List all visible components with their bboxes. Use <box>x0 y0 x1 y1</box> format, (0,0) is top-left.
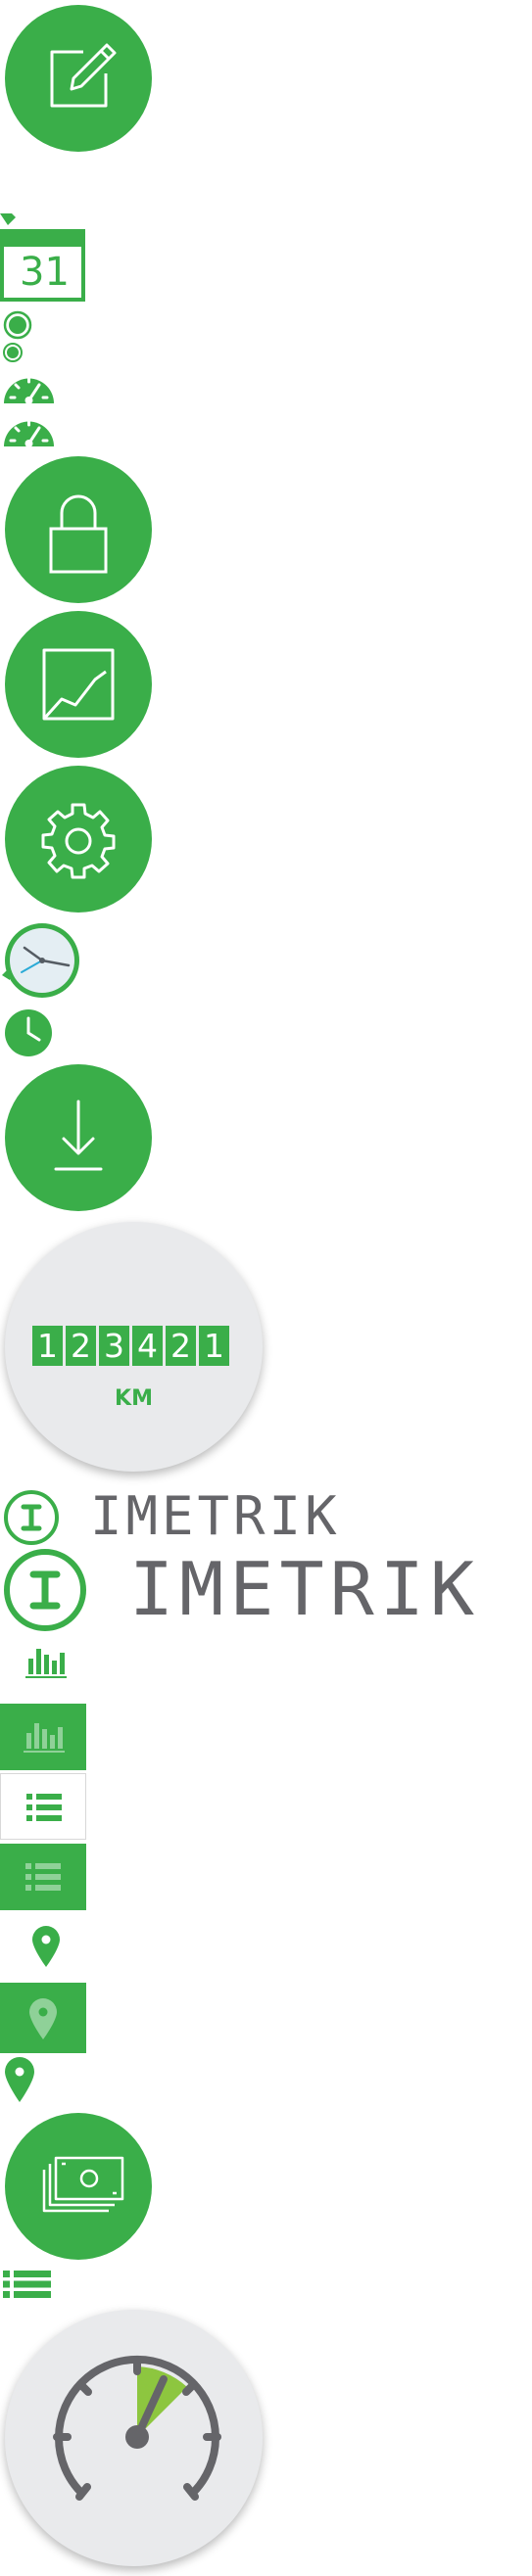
speedometer-small-icon <box>4 376 54 404</box>
location-pin-tile-icon <box>29 1998 57 2039</box>
speedometer-widget <box>5 2310 263 2566</box>
location-pin-small-icon[interactable] <box>3 2056 36 2103</box>
edit-button[interactable] <box>5 5 152 152</box>
speedometer-small-icon-2 <box>4 419 54 447</box>
chart-icon <box>42 648 115 721</box>
gear-icon <box>41 803 116 879</box>
list-tile-green[interactable] <box>0 1844 86 1910</box>
calendar-day: 31 <box>20 250 70 295</box>
odometer-digit: 4 <box>132 1326 163 1366</box>
odometer-digit: 2 <box>166 1326 196 1366</box>
payments-button[interactable] <box>5 2113 152 2260</box>
list-tile-white[interactable] <box>0 1773 86 1840</box>
odometer-digit: 3 <box>99 1326 129 1366</box>
download-icon <box>54 1100 103 1171</box>
imetrik-logo-small <box>4 1490 59 1545</box>
clock-small-icon <box>5 1009 52 1056</box>
lock-button[interactable] <box>5 456 152 603</box>
list-tile-green-icon <box>25 1863 61 1891</box>
odometer-digit: 1 <box>32 1326 63 1366</box>
list-tile-white-icon <box>26 1794 62 1821</box>
location-pin-icon[interactable] <box>30 1925 62 1968</box>
imetrik-wordmark-small: IMETRIK <box>90 1485 341 1547</box>
chart-button[interactable] <box>5 611 152 758</box>
lock-icon <box>49 494 108 574</box>
odometer-digit: 2 <box>66 1326 96 1366</box>
settings-button[interactable] <box>5 766 152 913</box>
bar-chart-tile-icon <box>24 1723 65 1753</box>
money-icon <box>42 2156 124 2213</box>
bar-chart-icon[interactable] <box>24 1637 69 1682</box>
bar-chart-tile[interactable] <box>0 1704 86 1770</box>
odometer-widget: 1 2 3 4 2 1 KM <box>5 1222 263 1472</box>
imetrik-logo-large <box>4 1549 86 1631</box>
calendar-icon <box>0 213 85 302</box>
odometer-digits: 1 2 3 4 2 1 <box>32 1326 229 1366</box>
list-small-icon[interactable] <box>3 2269 52 2300</box>
location-pin-tile[interactable] <box>0 1983 86 2053</box>
radio-filled-icon[interactable] <box>2 309 33 341</box>
download-button[interactable] <box>5 1064 152 1211</box>
odometer-digit: 1 <box>199 1326 229 1366</box>
radio-small-icon[interactable] <box>2 342 24 363</box>
speedometer-large-icon <box>53 2355 221 2501</box>
edit-icon <box>50 43 117 108</box>
clock-icon <box>2 923 79 998</box>
odometer-unit: KM <box>115 1386 153 1411</box>
imetrik-wordmark-large: IMETRIK <box>129 1546 481 1632</box>
